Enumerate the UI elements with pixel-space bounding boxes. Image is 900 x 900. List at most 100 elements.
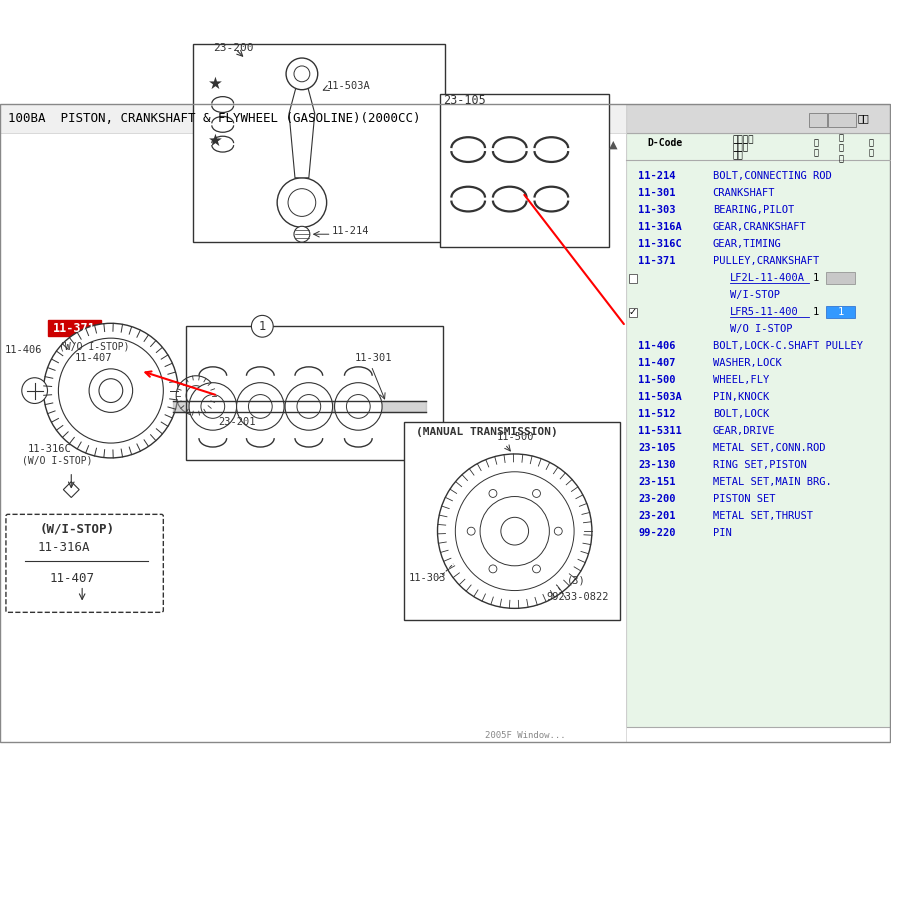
Text: 11-500: 11-500	[497, 432, 535, 442]
Circle shape	[489, 490, 497, 498]
Circle shape	[533, 565, 540, 572]
Text: 11-303: 11-303	[638, 205, 676, 215]
Circle shape	[294, 66, 310, 82]
Text: 附加: 附加	[858, 113, 869, 123]
Text: 部件名称: 部件名称	[733, 136, 754, 145]
Bar	[404, 422, 619, 620]
Circle shape	[237, 382, 284, 430]
Text: D-Code: D-Code	[647, 139, 682, 148]
Text: 11-512: 11-512	[638, 410, 676, 419]
Circle shape	[176, 376, 216, 416]
Text: 备
息: 备 息	[868, 139, 874, 158]
Text: 11-301: 11-301	[355, 353, 392, 363]
Text: 11-316C: 11-316C	[638, 238, 682, 249]
Circle shape	[285, 382, 333, 430]
Text: LFR5-11-400: LFR5-11-400	[730, 307, 798, 317]
Text: ★: ★	[208, 75, 222, 93]
Circle shape	[288, 189, 316, 216]
Circle shape	[437, 454, 592, 608]
Bar	[0, 104, 890, 742]
Circle shape	[251, 315, 274, 338]
Circle shape	[489, 565, 497, 572]
Text: W/I-STOP: W/I-STOP	[730, 290, 779, 300]
Text: METAL SET,MAIN BRG.: METAL SET,MAIN BRG.	[713, 477, 832, 487]
Circle shape	[467, 527, 475, 536]
Text: 11-407: 11-407	[50, 572, 94, 585]
Text: 11-406: 11-406	[4, 345, 42, 355]
Text: 11-503A: 11-503A	[327, 81, 371, 91]
Bar	[0, 104, 626, 133]
Text: 23-201: 23-201	[638, 511, 676, 521]
Text: W/O I-STOP: W/O I-STOP	[730, 324, 792, 334]
Text: 99-220: 99-220	[638, 528, 676, 538]
Text: 部件号: 部件号	[733, 144, 749, 153]
Bar	[0, 104, 626, 742]
Circle shape	[335, 382, 382, 430]
Text: (MANUAL TRANSMISSION): (MANUAL TRANSMISSION)	[416, 428, 557, 437]
Text: 11-407: 11-407	[74, 353, 112, 363]
Text: (3): (3)	[567, 576, 586, 586]
Text: GEAR,DRIVE: GEAR,DRIVE	[713, 427, 775, 436]
Text: 11-406: 11-406	[638, 341, 676, 351]
Text: CRANKSHAFT: CRANKSHAFT	[713, 188, 775, 198]
Circle shape	[501, 518, 528, 545]
Circle shape	[297, 394, 320, 418]
Text: 1: 1	[813, 307, 819, 317]
FancyBboxPatch shape	[6, 514, 163, 612]
Text: 23-200: 23-200	[638, 494, 676, 504]
Bar	[440, 94, 608, 248]
Text: 23-105: 23-105	[638, 443, 676, 454]
Text: PISTON SET: PISTON SET	[713, 494, 775, 504]
Text: 11-303: 11-303	[409, 572, 446, 582]
Text: LF2L-11-400A: LF2L-11-400A	[730, 273, 805, 283]
Bar	[809, 113, 826, 127]
Text: BOLT,LOCK: BOLT,LOCK	[713, 410, 769, 419]
Circle shape	[89, 369, 132, 412]
Text: 1: 1	[837, 307, 843, 317]
Text: 11-214: 11-214	[638, 171, 676, 181]
Text: BOLT,CONNECTING ROD: BOLT,CONNECTING ROD	[713, 171, 832, 181]
Bar	[628, 274, 637, 283]
Text: PULLEY,CRANKSHAFT: PULLEY,CRANKSHAFT	[713, 256, 819, 266]
Bar	[626, 104, 891, 133]
Text: 11-214: 11-214	[331, 226, 369, 236]
Bar	[626, 133, 891, 727]
Circle shape	[346, 394, 370, 418]
Text: 2005F Window...: 2005F Window...	[485, 731, 565, 740]
Circle shape	[286, 58, 318, 90]
Text: 100BA  PISTON, CRANKSHAFT & FLYWHEEL (GASOLINE)(2000CC): 100BA PISTON, CRANKSHAFT & FLYWHEEL (GAS…	[8, 112, 420, 125]
Text: 23-151: 23-151	[638, 477, 676, 487]
Text: 1: 1	[258, 320, 266, 333]
Text: ▲: ▲	[609, 140, 618, 150]
Text: 11-500: 11-500	[638, 375, 676, 385]
Polygon shape	[289, 84, 315, 178]
Circle shape	[455, 472, 574, 590]
Circle shape	[22, 378, 48, 403]
Circle shape	[58, 338, 163, 443]
Bar	[825, 272, 855, 284]
Circle shape	[533, 490, 540, 498]
Circle shape	[201, 394, 225, 418]
Circle shape	[186, 386, 206, 406]
Text: BEARING,PILOT: BEARING,PILOT	[713, 205, 794, 215]
Text: 11-316C: 11-316C	[28, 444, 71, 454]
Text: 11-371: 11-371	[638, 256, 676, 266]
Text: BOLT,LOCK-C.SHAFT PULLEY: BOLT,LOCK-C.SHAFT PULLEY	[713, 341, 863, 351]
Polygon shape	[63, 482, 79, 498]
Circle shape	[43, 323, 178, 458]
Circle shape	[277, 178, 327, 228]
Bar	[0, 4, 891, 104]
Circle shape	[480, 497, 549, 566]
Text: 数
量: 数 量	[813, 139, 818, 158]
Text: GEAR,CRANKSHAFT: GEAR,CRANKSHAFT	[713, 222, 806, 232]
Text: (W/I-STOP): (W/I-STOP)	[40, 523, 114, 536]
Bar	[829, 113, 856, 127]
Circle shape	[99, 379, 122, 402]
Text: ✓: ✓	[629, 307, 637, 317]
Text: 11-316A: 11-316A	[638, 222, 682, 232]
Text: 说明: 说明	[733, 151, 743, 160]
Text: 11-301: 11-301	[638, 188, 676, 198]
Text: WASHER,LOCK: WASHER,LOCK	[713, 358, 781, 368]
Text: WHEEL,FLY: WHEEL,FLY	[713, 375, 769, 385]
Bar	[193, 44, 446, 242]
